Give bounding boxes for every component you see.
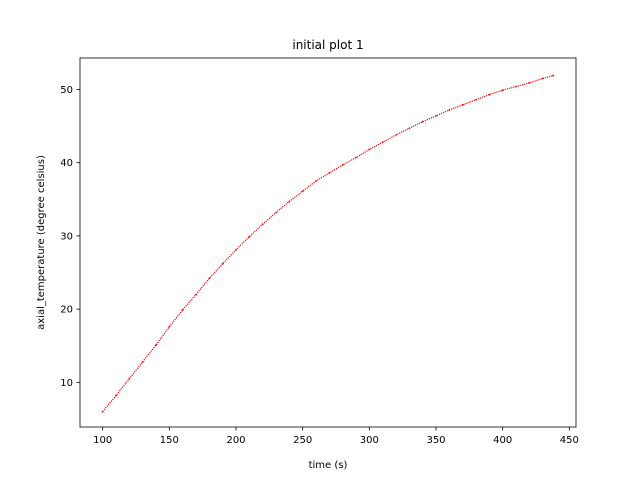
data-point (395, 133, 397, 136)
data-point (155, 344, 157, 346)
data-point (288, 200, 291, 203)
data-point (435, 114, 437, 117)
data-point (128, 377, 131, 380)
data-point (315, 180, 317, 182)
data-point (208, 277, 211, 280)
y-axis-ticks: 10 20 30 40 50 (60, 85, 80, 389)
data-point (181, 308, 184, 311)
data-point (261, 223, 264, 226)
data-point (328, 172, 331, 174)
data-point (221, 262, 224, 265)
data-point (195, 293, 197, 296)
data-point (488, 93, 491, 96)
data-point (408, 127, 411, 130)
data-point (115, 394, 117, 397)
data-point (341, 163, 344, 166)
x-tick-label: 200 (226, 435, 245, 446)
data-point (552, 74, 555, 77)
data-point (541, 77, 544, 80)
data-point (235, 248, 237, 251)
data-point (381, 141, 384, 144)
data-point (355, 156, 357, 159)
y-tick-label: 40 (60, 158, 73, 169)
data-point (301, 190, 304, 193)
data-point (461, 103, 464, 106)
x-tick-label: 100 (93, 435, 112, 446)
data-point (528, 81, 531, 84)
data-point (515, 85, 517, 88)
x-tick-label: 250 (293, 435, 312, 446)
y-tick-label: 50 (60, 85, 73, 96)
data-point (421, 120, 424, 123)
data-point (168, 325, 171, 328)
data-point (501, 89, 504, 92)
x-tick-label: 150 (160, 435, 179, 446)
x-tick-label: 300 (360, 435, 379, 446)
data-point (475, 98, 477, 101)
data-point (101, 410, 104, 413)
data-point (141, 360, 144, 363)
x-tick-label: 400 (493, 435, 512, 446)
x-tick-label: 450 (560, 435, 579, 446)
y-tick-label: 10 (60, 378, 73, 389)
axes-frame (79, 57, 577, 428)
chart-title: initial plot 1 (292, 38, 363, 52)
data-point (248, 235, 251, 238)
x-tick-label: 350 (426, 435, 445, 446)
x-axis-label: time (s) (309, 460, 348, 471)
data-point (448, 109, 451, 111)
y-tick-label: 30 (60, 231, 73, 242)
y-axis-label: axial_temperature (degree celsius) (36, 155, 47, 330)
data-point (368, 148, 371, 151)
y-tick-label: 20 (60, 305, 73, 316)
plot-content (101, 74, 555, 413)
data-point (275, 211, 277, 214)
x-axis-ticks: 100 150 200 250 300 350 400 450 (93, 427, 579, 446)
